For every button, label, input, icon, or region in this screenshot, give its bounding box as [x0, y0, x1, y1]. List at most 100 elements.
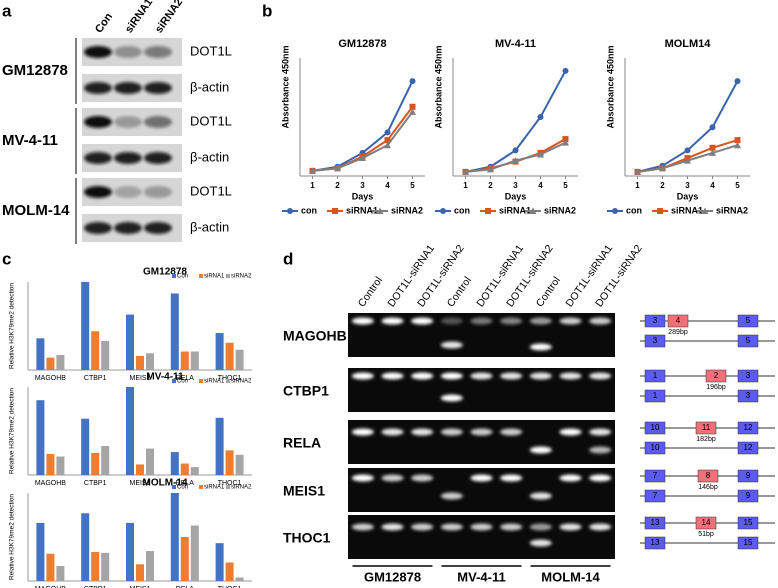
- bar: [126, 314, 134, 370]
- x-tick-label: 4: [710, 181, 715, 190]
- bar: [170, 452, 179, 475]
- gel-band: [381, 474, 404, 482]
- chart-title: MOLM-14: [143, 478, 188, 489]
- gel-strip: [348, 420, 615, 464]
- panel-label: c: [2, 249, 11, 268]
- legend-label: siRNA1: [204, 485, 225, 491]
- gel-band: [381, 523, 404, 531]
- bar: [36, 400, 45, 475]
- chart-title: MOLM14: [665, 38, 712, 50]
- lane-label: Control: [534, 275, 563, 310]
- exon: [644, 314, 666, 328]
- exon-label: 14: [702, 518, 711, 527]
- bar: [146, 353, 154, 370]
- chart-title: GM12878: [338, 38, 386, 50]
- bar: [81, 282, 90, 370]
- marker: [562, 136, 569, 143]
- bar: [235, 349, 244, 370]
- legend-swatch: [172, 485, 176, 489]
- bar: [36, 338, 45, 370]
- gel-band: [411, 474, 434, 482]
- marker: [734, 137, 741, 144]
- marker: [634, 168, 641, 175]
- y-axis-label: Absorbance 450nm: [433, 45, 443, 128]
- blot-band: [114, 186, 142, 198]
- blot-band: [114, 222, 142, 234]
- blot-column-label: siRNA2: [153, 0, 185, 35]
- marker: [709, 144, 716, 151]
- gel-band: [589, 317, 612, 325]
- bar: [180, 537, 189, 581]
- x-tick-label: 5: [563, 181, 568, 190]
- blot-band: [84, 82, 112, 94]
- blot-band: [114, 46, 142, 58]
- x-tick-label: THOC1: [218, 375, 242, 382]
- protein-label: DOT1L: [190, 113, 232, 128]
- legend-label: Con: [177, 379, 188, 385]
- gel-band: [529, 523, 552, 531]
- gene-label: MAGOHB: [283, 328, 347, 344]
- series-line: [312, 111, 414, 172]
- marker: [462, 168, 469, 175]
- gel-band: [500, 317, 523, 325]
- exon-label: 1: [653, 371, 658, 380]
- bar: [46, 553, 55, 581]
- bar: [101, 552, 110, 581]
- chart-title: GM12878: [143, 267, 187, 278]
- blot-band: [114, 116, 142, 128]
- bar: [101, 340, 110, 370]
- blot-column-label: siRNA1: [123, 0, 155, 35]
- marker: [512, 147, 519, 154]
- x-axis-label: Days: [352, 191, 374, 201]
- exon-label: 3: [653, 316, 658, 325]
- exon: [644, 441, 666, 455]
- marker: [485, 208, 491, 214]
- bar: [170, 293, 179, 370]
- gel-band: [411, 317, 434, 325]
- x-tick-label: 3: [360, 181, 365, 190]
- x-axis-label: Days: [505, 191, 527, 201]
- exon: [737, 489, 759, 503]
- legend-label: siRNA2: [231, 274, 252, 280]
- alt-exon: [667, 314, 689, 328]
- exon: [737, 334, 759, 348]
- bar: [56, 355, 65, 370]
- exon: [737, 421, 759, 435]
- chart-title: MV-4-11: [146, 372, 184, 383]
- marker: [384, 129, 391, 136]
- exon-label: 15: [744, 538, 753, 547]
- marker: [440, 208, 446, 214]
- marker: [659, 164, 666, 172]
- gel-band: [381, 317, 404, 325]
- y-axis-label: Absorbance 450nm: [605, 45, 615, 128]
- gel-band: [529, 343, 552, 351]
- exon: [644, 369, 666, 383]
- legend-label: siRNA2: [231, 379, 252, 385]
- legend-label: siRNA2: [391, 205, 423, 215]
- gel-band: [559, 474, 582, 482]
- marker: [359, 154, 366, 162]
- bar: [225, 562, 234, 581]
- gel-band: [589, 446, 612, 454]
- cell-line-label: MV-4-11: [457, 569, 505, 584]
- panel-label: b: [262, 1, 272, 20]
- panel-label: d: [283, 249, 293, 268]
- marker: [701, 207, 709, 214]
- marker: [309, 167, 316, 174]
- x-tick-label: CTBP1: [84, 586, 107, 588]
- exon: [737, 389, 759, 403]
- x-tick-label: CTBP1: [84, 480, 107, 487]
- marker: [734, 141, 741, 149]
- bar: [91, 331, 100, 370]
- x-tick-label: 1: [635, 181, 640, 190]
- protein-label: β-actin: [190, 79, 229, 94]
- bar: [180, 463, 189, 475]
- exon-label: 3: [746, 391, 751, 400]
- bar: [91, 453, 100, 475]
- x-tick-label: 2: [335, 181, 340, 190]
- cell-line-label: GM12878: [364, 569, 421, 584]
- exon-label: 3: [653, 336, 658, 345]
- cell-line-label: MOLM-14: [541, 569, 600, 584]
- exon: [644, 489, 666, 503]
